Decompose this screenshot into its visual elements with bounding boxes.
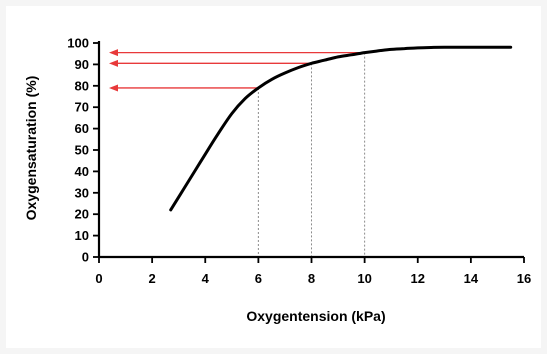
y-tick-label: 70 <box>75 100 89 115</box>
guide-lines-layer <box>257 52 366 257</box>
y-tick-label: 50 <box>75 143 89 158</box>
arrows-layer <box>109 49 365 92</box>
curve-layer <box>169 45 513 212</box>
y-tick-label: 40 <box>75 164 89 179</box>
y-tick-label: 100 <box>67 36 89 51</box>
y-axis-title: Oxygensaturation (%) <box>23 76 39 221</box>
x-tick-label: 14 <box>464 271 479 286</box>
y-tick-label: 60 <box>75 121 89 136</box>
x-tick-label: 12 <box>411 271 425 286</box>
x-tick-label: 6 <box>255 271 262 286</box>
y-tick-label: 0 <box>82 250 89 265</box>
x-axis-title: Oxygentension (kPa) <box>246 308 385 324</box>
saturation-curve <box>169 45 513 212</box>
y-tick-label: 20 <box>75 207 89 222</box>
x-tick-label: 16 <box>517 271 531 286</box>
y-tick-labels: 0 10 20 30 40 50 60 70 80 90 100 <box>67 36 89 265</box>
axes-layer <box>93 41 525 263</box>
y-tick-label: 30 <box>75 185 89 200</box>
x-tick-label: 10 <box>357 271 371 286</box>
x-tick-label: 4 <box>202 271 210 286</box>
red-arrow-head <box>109 49 118 57</box>
x-tick-label: 8 <box>308 271 315 286</box>
x-tick-labels: 0 2 4 6 8 10 12 14 16 <box>95 271 531 286</box>
x-tick-label: 2 <box>149 271 156 286</box>
x-tick-label: 0 <box>95 271 102 286</box>
y-tick-label: 10 <box>75 228 89 243</box>
red-arrow-head <box>109 84 118 92</box>
y-tick-label: 80 <box>75 78 89 93</box>
y-tick-label: 90 <box>75 57 89 72</box>
red-arrow-head <box>109 59 118 67</box>
